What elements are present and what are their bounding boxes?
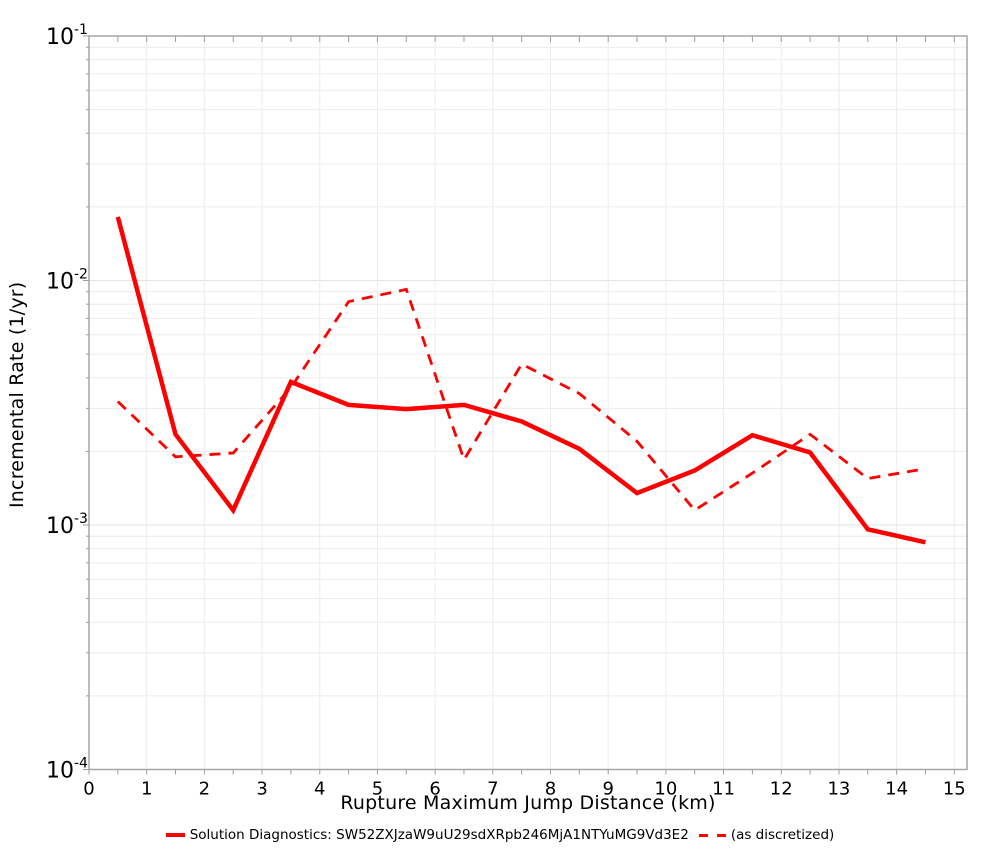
x-tick-label: 13 xyxy=(827,779,850,800)
y-tick-label: 10-1 xyxy=(46,22,88,50)
y-axis-title: Incremental Rate (1/yr) xyxy=(6,281,28,508)
y-tick-exponent: -4 xyxy=(74,756,88,772)
y-tick-label: 10-3 xyxy=(46,511,88,539)
x-tick-label: 14 xyxy=(885,779,908,800)
y-tick-label: 10-4 xyxy=(46,756,88,784)
legend-label-as-discretized: (as discretized) xyxy=(730,827,835,843)
dashed-series-line xyxy=(116,287,926,513)
x-tick-label: 4 xyxy=(314,779,325,800)
legend-item-solution-diagnostics: Solution Diagnostics: SW52ZXJzaW9uU29sdX… xyxy=(165,827,689,843)
x-tick-label: 12 xyxy=(770,779,793,800)
x-tick-label: 6 xyxy=(429,779,440,800)
legend: Solution Diagnostics: SW52ZXJzaW9uU29sdX… xyxy=(0,827,1000,843)
x-axis-title: Rupture Maximum Jump Distance (km) xyxy=(340,792,716,814)
x-tick-label: 1 xyxy=(141,779,152,800)
x-tick-label: 10 xyxy=(654,779,677,800)
legend-solid-line-sample xyxy=(165,833,185,837)
solid-series-line xyxy=(115,216,926,545)
y-tick-exponent: -3 xyxy=(74,511,88,527)
x-tick-label: 7 xyxy=(487,779,498,800)
x-tick-label: 15 xyxy=(943,779,966,800)
x-tick-label: 3 xyxy=(256,779,267,800)
x-tick-label: 11 xyxy=(712,779,735,800)
x-tick-label: 2 xyxy=(199,779,210,800)
legend-item-as-discretized: (as discretized) xyxy=(698,827,835,843)
y-tick-exponent: -1 xyxy=(74,22,88,38)
x-tick-label: 8 xyxy=(545,779,556,800)
legend-dashed-line-sample xyxy=(698,833,726,837)
x-tick-label: 9 xyxy=(602,779,613,800)
legend-label-solution-diagnostics: Solution Diagnostics: SW52ZXJzaW9uU29sdX… xyxy=(189,827,689,843)
y-tick-exponent: -2 xyxy=(74,267,88,283)
x-tick-label: 0 xyxy=(83,779,94,800)
y-tick-label: 10-2 xyxy=(46,267,88,295)
plot-frame xyxy=(88,35,968,771)
x-tick-label: 5 xyxy=(372,779,383,800)
